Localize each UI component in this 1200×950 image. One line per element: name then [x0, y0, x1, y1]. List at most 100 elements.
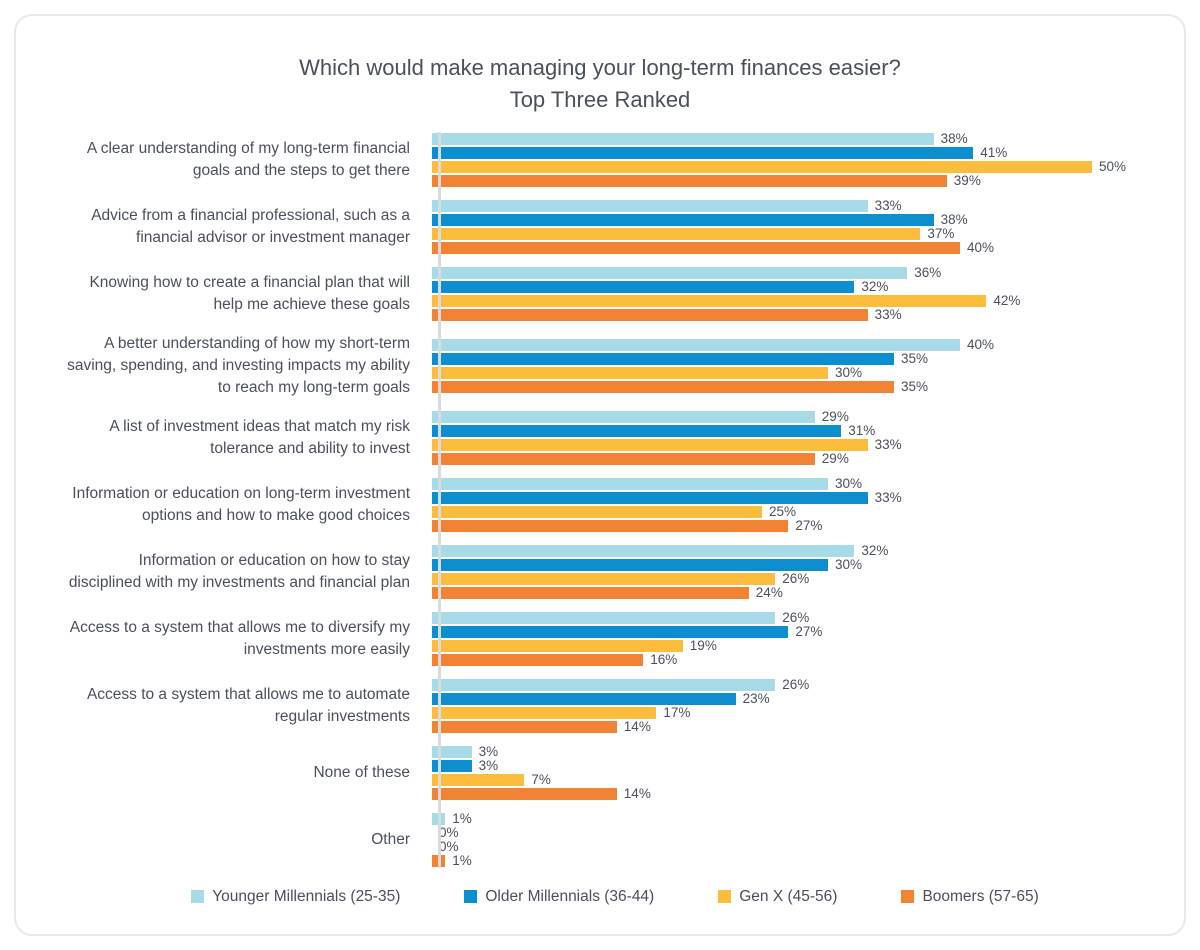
- bar: [432, 706, 657, 719]
- category-label: Access to a system that allows me to aut…: [86, 685, 410, 725]
- bar-row: 26%: [432, 610, 1166, 626]
- bar: [432, 678, 776, 691]
- value-label: 0%: [439, 825, 459, 841]
- bar-row: 32%: [432, 543, 1166, 558]
- bar-group: 1% 0% 0% 1%: [424, 811, 1166, 869]
- bar-row: 38%: [432, 131, 1166, 147]
- bar: [432, 544, 855, 557]
- chart-group: None of these 3% 3% 7% 14%: [64, 744, 1166, 802]
- chart-group: Information or education on how to stay …: [64, 543, 1166, 600]
- bar-row: 27%: [432, 518, 1166, 533]
- bar: [432, 352, 894, 365]
- bar: [432, 280, 855, 293]
- bar-row: 33%: [432, 198, 1166, 214]
- bar: [432, 477, 828, 490]
- bar-row: 26%: [432, 677, 1166, 693]
- value-label: 30%: [835, 557, 863, 573]
- bar-row: 1%: [432, 811, 1166, 826]
- value-label: 16%: [650, 652, 678, 668]
- bar-row: 42%: [432, 293, 1166, 308]
- value-label: 26%: [782, 677, 810, 693]
- value-label: 30%: [835, 365, 863, 381]
- category-label: Knowing how to create a financial plan t…: [89, 273, 410, 313]
- bar-row: 25%: [432, 504, 1166, 520]
- bar: [432, 338, 960, 351]
- chart-groups: A clear understanding of my long-term fi…: [64, 131, 1166, 869]
- bar-row: 37%: [432, 226, 1166, 242]
- value-label: 29%: [821, 409, 849, 425]
- value-label: 33%: [874, 198, 902, 214]
- bar-group: 36% 32% 42% 33%: [424, 265, 1166, 323]
- bar-row: 29%: [432, 409, 1166, 425]
- bar-row: 31%: [432, 423, 1166, 438]
- bar: [432, 380, 894, 393]
- bar: [432, 241, 960, 254]
- category-label: Access to a system that allows me to div…: [69, 618, 410, 658]
- value-label: 30%: [835, 476, 863, 492]
- value-label: 35%: [901, 351, 929, 367]
- value-label: 38%: [940, 131, 968, 147]
- bar: [432, 653, 644, 666]
- value-label: 33%: [874, 437, 902, 453]
- value-label: 32%: [861, 279, 889, 295]
- value-label: 14%: [623, 786, 651, 802]
- bar-group: 40% 35% 30% 35%: [424, 337, 1166, 394]
- bar: [432, 160, 1092, 173]
- bar-row: 30%: [432, 557, 1166, 573]
- value-label: 23%: [742, 691, 770, 707]
- legend-item: Boomers (57-65): [901, 888, 1039, 906]
- bar-row: 0%: [432, 839, 1166, 855]
- bar-row: 14%: [432, 786, 1166, 802]
- value-label: 1%: [452, 853, 472, 869]
- chart-title-line2: Top Three Ranked: [509, 86, 691, 112]
- bar-group: 26% 23% 17% 14%: [424, 677, 1166, 734]
- bar-row: 3%: [432, 758, 1166, 773]
- chart-card: Which would make managing your long-term…: [14, 14, 1186, 936]
- category-label: Information or education on how to stay …: [68, 551, 410, 591]
- bar: [432, 410, 815, 423]
- bar: [432, 146, 974, 159]
- bar-row: 1%: [432, 853, 1166, 869]
- bar-row: 38%: [432, 212, 1166, 228]
- bar-row: 41%: [432, 145, 1166, 160]
- chart-group: Access to a system that allows me to div…: [64, 610, 1166, 668]
- chart-group: Access to a system that allows me to aut…: [64, 677, 1166, 734]
- bar-row: 36%: [432, 265, 1166, 280]
- bar-row: 30%: [432, 365, 1166, 381]
- value-label: 26%: [782, 610, 810, 626]
- bar: [432, 558, 828, 571]
- bar-row: 33%: [432, 437, 1166, 453]
- value-label: 38%: [940, 212, 968, 228]
- bar-group: 38% 41% 50% 39%: [424, 131, 1166, 188]
- bar-row: 0%: [432, 825, 1166, 841]
- value-label: 17%: [663, 705, 691, 721]
- chart-group: Knowing how to create a financial plan t…: [64, 265, 1166, 323]
- bar-row: 27%: [432, 624, 1166, 640]
- value-label: 25%: [769, 504, 797, 520]
- bar-group: 33% 38% 37% 40%: [424, 198, 1166, 255]
- bar-row: 32%: [432, 279, 1166, 295]
- value-label: 33%: [874, 307, 902, 323]
- bar: [432, 759, 472, 772]
- category-label: Information or education on long-term in…: [72, 484, 410, 524]
- bar: [432, 174, 947, 187]
- bar: [432, 366, 828, 379]
- y-axis-line: [438, 131, 441, 868]
- value-label: 0%: [439, 839, 459, 855]
- bar: [432, 625, 789, 638]
- chart-title-line1: Which would make managing your long-term…: [299, 55, 901, 80]
- bar: [432, 720, 617, 733]
- value-label: 37%: [927, 226, 955, 242]
- bar: [432, 266, 908, 279]
- bar: [432, 491, 868, 504]
- bar-row: 40%: [432, 240, 1166, 255]
- chart-title: Which would make managing your long-term…: [16, 52, 1184, 116]
- bar-row: 24%: [432, 585, 1166, 600]
- value-label: 27%: [795, 624, 823, 640]
- bar: [432, 505, 762, 518]
- bar-row: 30%: [432, 476, 1166, 492]
- bar-row: 39%: [432, 173, 1166, 188]
- bar: [432, 227, 921, 240]
- value-label: 26%: [782, 571, 810, 587]
- legend-item: Older Millennials (36-44): [464, 888, 654, 906]
